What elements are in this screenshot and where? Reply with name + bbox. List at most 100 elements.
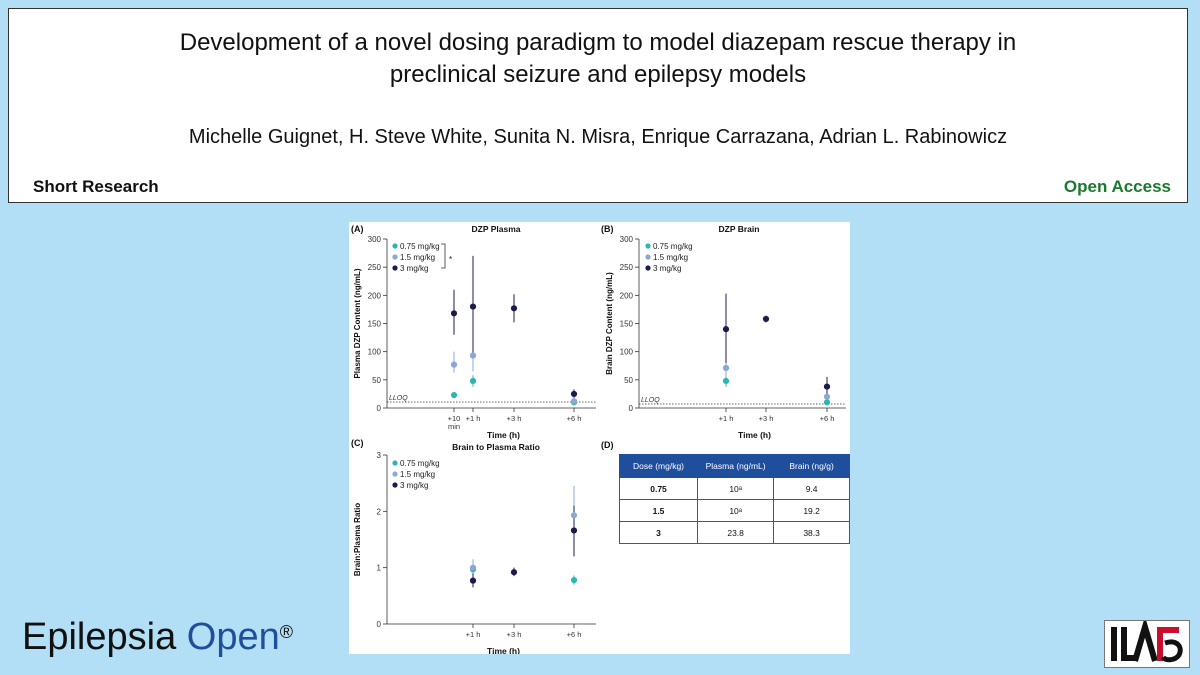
data-point bbox=[722, 377, 730, 385]
y-tick-label: 100 bbox=[368, 348, 382, 357]
x-tick-label: +10 bbox=[448, 414, 461, 423]
data-point bbox=[823, 383, 831, 390]
table-cell: 10ᵃ bbox=[697, 477, 775, 500]
x-tick-label: +6 h bbox=[820, 414, 835, 423]
table-cell: 10ᵃ bbox=[697, 499, 775, 522]
data-point bbox=[823, 393, 831, 400]
x-tick-label: +3 h bbox=[507, 414, 522, 423]
legend-label: 0.75 mg/kg bbox=[400, 459, 440, 468]
y-tick-label: 100 bbox=[620, 348, 634, 357]
open-access-label: Open Access bbox=[1063, 177, 1171, 196]
x-tick-label: +3 h bbox=[507, 630, 522, 639]
legend-label: 0.75 mg/kg bbox=[400, 242, 440, 251]
data-point bbox=[570, 390, 578, 398]
data-point bbox=[450, 310, 458, 317]
table-row: 0.75 10ᵃ 9.4 bbox=[618, 477, 850, 500]
y-tick-label: 200 bbox=[368, 291, 382, 300]
legend-label: 3 mg/kg bbox=[653, 264, 681, 273]
dose-lloq-table: Dose (mg/kg) Plasma (ng/mL) Brain (ng/g) 0.… bbox=[618, 454, 850, 544]
chart-title: DZP Brain bbox=[719, 224, 760, 234]
significance-bracket bbox=[441, 243, 446, 269]
title-line-1: Development of a novel dosing paradigm t… bbox=[179, 29, 1017, 56]
x-tick-label: +1 h bbox=[466, 414, 481, 423]
journal-name-part2: Open bbox=[186, 616, 280, 658]
y-axis-label: Plasma DZP Content (ng/mL) bbox=[353, 268, 362, 378]
y-tick-label: 0 bbox=[377, 404, 382, 413]
paper-title: Development of a novel dosing paradigm t… bbox=[9, 27, 1187, 91]
legend-label: 1.5 mg/kg bbox=[653, 253, 688, 262]
y-tick-label: 300 bbox=[620, 235, 634, 244]
title-line-2: preclinical seizure and epilepsy models bbox=[389, 61, 807, 88]
significance-marker: * bbox=[449, 255, 452, 264]
legend-marker bbox=[392, 482, 398, 488]
legend-label: 3 mg/kg bbox=[400, 481, 428, 490]
data-point bbox=[722, 326, 730, 333]
lloq-label: LLOQ bbox=[389, 395, 408, 402]
data-point bbox=[469, 564, 477, 571]
y-tick-label: 250 bbox=[368, 263, 382, 272]
y-tick-label: 0 bbox=[629, 404, 634, 413]
y-tick-label: 250 bbox=[620, 263, 634, 272]
y-tick-label: 1 bbox=[377, 564, 382, 573]
figure: (A) DZP Plasma 0 50 100 150 200 250 300 +10 min +1 … bbox=[349, 222, 850, 654]
x-axis-label: Time (h) bbox=[738, 430, 771, 440]
legend-marker bbox=[645, 243, 651, 249]
table-header-cell: Dose (mg/kg) bbox=[618, 454, 699, 478]
data-point bbox=[722, 364, 730, 372]
table-cell: 23.8 bbox=[697, 521, 775, 544]
data-point bbox=[570, 512, 578, 519]
chart-title: DZP Plasma bbox=[472, 224, 521, 234]
data-point bbox=[510, 305, 518, 312]
journal-name-part1: Epilepsia bbox=[22, 616, 177, 658]
x-axis-label: Time (h) bbox=[487, 646, 520, 654]
data-point bbox=[469, 352, 477, 359]
article-type: Short Research bbox=[33, 177, 159, 196]
data-point bbox=[469, 577, 477, 584]
table-cell: 0.75 bbox=[618, 477, 699, 500]
legend-marker bbox=[392, 243, 398, 249]
panel-label: (C) bbox=[351, 438, 364, 448]
panel-label: (A) bbox=[351, 224, 364, 234]
y-tick-label: 150 bbox=[368, 320, 382, 329]
y-tick-label: 3 bbox=[377, 451, 382, 460]
x-tick-label: +1 h bbox=[719, 414, 734, 423]
table-cell: 3 bbox=[618, 521, 699, 544]
registered-mark: ® bbox=[279, 622, 294, 642]
table-cell: 38.3 bbox=[773, 521, 850, 544]
data-point bbox=[450, 391, 458, 399]
table-header-cell: Plasma (ng/mL) bbox=[697, 454, 775, 478]
x-axis-label: Time (h) bbox=[487, 430, 520, 440]
y-tick-label: 150 bbox=[620, 320, 634, 329]
x-tick-label: +6 h bbox=[567, 630, 582, 639]
ilae-logo bbox=[1104, 616, 1190, 668]
legend-label: 1.5 mg/kg bbox=[400, 470, 435, 479]
journal-logo: Epilepsia Open® bbox=[22, 616, 293, 659]
legend-marker bbox=[392, 254, 398, 260]
paper-header: Development of a novel dosing paradigm t… bbox=[8, 8, 1188, 203]
legend-marker bbox=[392, 265, 398, 271]
legend-marker bbox=[645, 254, 651, 260]
panel-label: (B) bbox=[601, 224, 614, 234]
y-axis-label: Brain DZP Content (ng/mL) bbox=[605, 272, 614, 375]
x-tick-label: +3 h bbox=[759, 414, 774, 423]
y-tick-label: 50 bbox=[624, 376, 633, 385]
x-tick-label: +1 h bbox=[466, 630, 481, 639]
y-tick-label: 50 bbox=[372, 376, 381, 385]
y-tick-label: 0 bbox=[377, 620, 382, 629]
table-cell: 9.4 bbox=[773, 477, 850, 500]
table-header-row: Dose (mg/kg) Plasma (ng/mL) Brain (ng/g) bbox=[618, 454, 850, 478]
table-cell: 1.5 bbox=[618, 499, 699, 522]
legend-marker bbox=[645, 265, 651, 271]
ilae-logo-mark bbox=[1111, 616, 1183, 663]
y-tick-label: 2 bbox=[377, 507, 382, 516]
legend-label: 3 mg/kg bbox=[400, 264, 428, 273]
data-point bbox=[510, 569, 518, 576]
data-point bbox=[570, 527, 578, 534]
data-point bbox=[469, 377, 477, 385]
lloq-label: LLOQ bbox=[641, 397, 660, 404]
table-row: 3 23.8 38.3 bbox=[618, 521, 850, 544]
x-tick-label: +6 h bbox=[567, 414, 582, 423]
data-point bbox=[570, 398, 578, 405]
y-axis-label: Brain:Plasma Ratio bbox=[353, 503, 362, 576]
table-header-cell: Brain (ng/g) bbox=[773, 454, 850, 478]
